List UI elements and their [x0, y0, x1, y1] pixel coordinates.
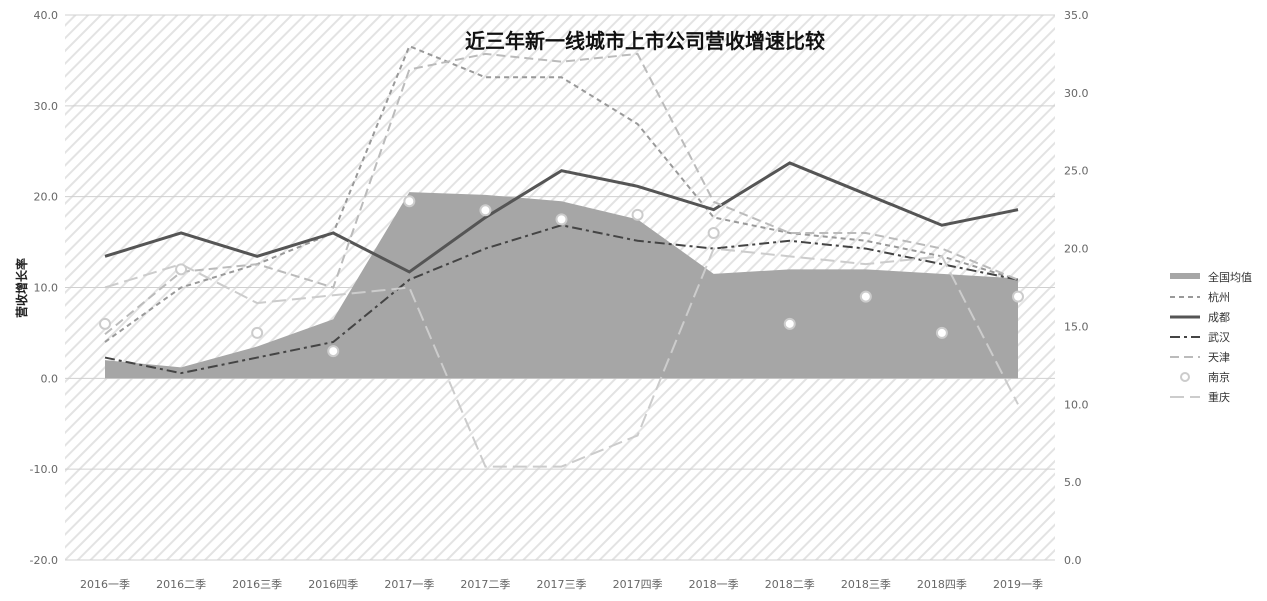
chart-title: 近三年新一线城市上市公司营收增速比较 — [465, 29, 825, 53]
x-tick-label: 2018二季 — [765, 578, 815, 591]
marker-series — [99, 195, 1024, 358]
right-tick-label: 35.0 — [1064, 9, 1089, 22]
right-tick-label: 10.0 — [1064, 398, 1089, 411]
x-axis-ticks: 2016一季 2016二季 2016三季 2016四季 2017一季 2017二季 2017… — [80, 578, 1043, 591]
left-tick-label: -20.0 — [30, 554, 58, 567]
line-武汉 — [104, 224, 1019, 375]
marker-南京 — [479, 204, 492, 217]
x-tick-label: 2019一季 — [993, 578, 1043, 591]
marker-南京 — [935, 326, 948, 339]
legend-swatch — [1170, 273, 1200, 279]
x-tick-label: 2018四季 — [917, 578, 967, 591]
line-成都 — [104, 161, 1019, 274]
x-tick-label: 2017三季 — [537, 578, 587, 591]
right-tick-label: 25.0 — [1064, 165, 1089, 178]
x-tick-label: 2018一季 — [689, 578, 739, 591]
x-tick-label: 2017一季 — [384, 578, 434, 591]
left-tick-label: 30.0 — [34, 100, 59, 113]
line-重庆 — [104, 247, 1019, 468]
legend-label: 成都 — [1208, 311, 1230, 324]
left-tick-label: 40.0 — [34, 9, 59, 22]
marker-南京 — [707, 227, 720, 239]
marker-南京 — [251, 326, 264, 339]
legend-label: 武汉 — [1208, 331, 1230, 344]
marker-南京 — [631, 208, 644, 221]
area-全国均值 — [105, 192, 1018, 379]
legend-label: 南京 — [1208, 370, 1230, 384]
marker-南京 — [859, 290, 872, 303]
left-tick-label: 0.0 — [41, 372, 59, 385]
left-tick-label: 20.0 — [34, 191, 59, 204]
area-series — [105, 192, 1018, 379]
marker-南京 — [327, 345, 340, 358]
marker-南京 — [555, 213, 568, 226]
legend-swatch — [1180, 372, 1190, 382]
x-tick-label: 2016一季 — [80, 578, 130, 591]
y-axis-label: 营收增长率 — [14, 258, 29, 318]
marker-南京 — [783, 317, 796, 330]
right-tick-label: 15.0 — [1064, 320, 1089, 333]
right-tick-label: 5.0 — [1064, 476, 1082, 489]
marker-南京 — [99, 317, 111, 330]
legend-label: 杭州 — [1208, 290, 1230, 304]
right-tick-label: 30.0 — [1064, 87, 1089, 100]
legend-label: 重庆 — [1208, 390, 1230, 404]
marker-南京 — [403, 195, 416, 208]
right-tick-label: 20.0 — [1064, 243, 1089, 256]
x-tick-label: 2016三季 — [232, 578, 282, 591]
legend-label: 天津 — [1208, 351, 1230, 364]
marker-南京 — [1012, 290, 1024, 303]
left-tick-label: 10.0 — [34, 282, 59, 295]
line-天津 — [104, 52, 1019, 335]
x-tick-label: 2017二季 — [460, 578, 510, 591]
legend-label: 全国均值 — [1208, 270, 1252, 284]
right-axis-ticks: 0.0 5.0 10.0 15.0 20.0 25.0 30.0 35.0 — [1064, 9, 1089, 567]
line-series — [104, 44, 1019, 468]
right-tick-label: 0.0 — [1064, 554, 1082, 567]
x-tick-label: 2016二季 — [156, 578, 206, 591]
x-tick-label: 2017四季 — [613, 578, 663, 591]
marker-南京 — [175, 263, 188, 276]
left-axis-ticks: -20.0 -10.0 0.0 10.0 20.0 30.0 40.0 — [30, 9, 58, 567]
left-tick-label: -10.0 — [30, 463, 58, 476]
x-tick-label: 2018三季 — [841, 578, 891, 591]
x-tick-label: 2016四季 — [308, 578, 358, 591]
